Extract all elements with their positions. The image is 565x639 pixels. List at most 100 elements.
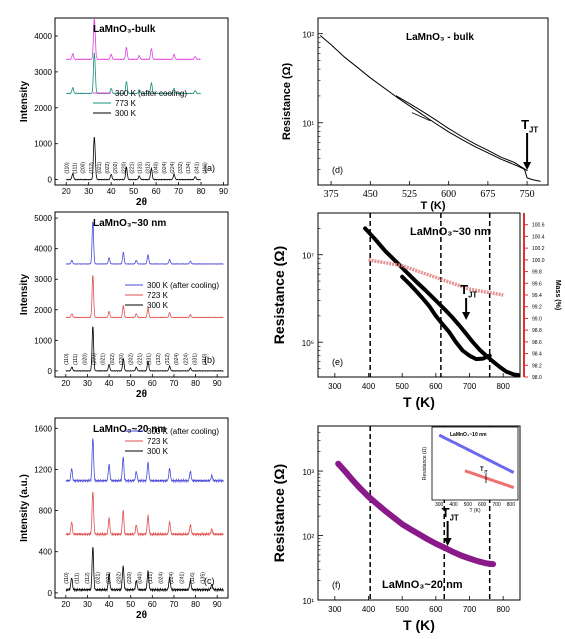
y-tick-label: 0 [48,589,53,598]
panel-title: LaMnO₃-bulk [93,24,156,35]
y-axis-label: Intensity [19,274,30,316]
y-tick-label: 5000 [34,214,52,223]
xrd-series-2 [65,326,224,372]
x-tick-label: 600 [441,189,456,200]
hkl-label: (131) [147,353,153,365]
xrd-series-1 [66,51,202,95]
legend-label: 300 K [147,447,169,456]
y-tick-label: 1000 [34,336,52,345]
y-tick-label: 2000 [34,104,52,113]
y-tick-label: 10² [302,31,314,40]
plot-frame [54,417,229,599]
hkl-label: (111) [74,573,80,584]
xrd-series-2 [65,547,224,593]
x-tick-label: 800 [496,605,510,614]
xrd-series-1 [65,491,224,537]
y-tick-label: 1600 [34,424,52,433]
hkl-label: (224) [170,162,176,174]
legend-label: 723 K [147,437,169,446]
inset-series-red [464,469,515,490]
y-tick-label: 2000 [34,306,52,315]
x-tick-label: 90 [213,379,222,388]
x-tick-label: 20 [61,379,70,388]
panel-label: (a) [204,163,215,173]
inset-x-tick-label: 400 [449,502,458,508]
y2-tick-label: 99.0 [532,316,542,322]
xrd-series-0 [66,18,201,61]
legend-label: 300 K (after cooling) [147,281,219,290]
mass-series [368,258,504,297]
hkl-label: (110) [64,572,70,584]
y2-tick-label: 100.6 [532,223,545,229]
hkl-label: (200) [92,353,98,365]
y2-tick-label: 99.8 [532,270,542,276]
hkl-label: (021) [101,353,107,365]
panel-label: (c) [204,576,215,586]
inset-series-blue [438,433,515,474]
panel-label: (b) [204,355,215,365]
x-tick-label: 30 [84,187,93,196]
legend-label: 300 K (after cooling) [115,89,187,98]
hkl-label: (116) [190,572,196,584]
inset-x-tick-label: 500 [464,502,473,508]
y-tick-label: 3000 [34,275,52,284]
x-tick-label: 50 [126,379,135,388]
y-tick-label: 10¹ [302,120,314,129]
x-tick-label: 700 [463,605,477,614]
resistance-series [395,95,528,172]
hkl-label: (221) [129,162,135,174]
y-tick-label: 10⁷ [302,252,314,261]
y-tick-label: 4000 [34,245,52,254]
hkl-label: (024) [159,572,165,584]
y2-tick-label: 98.2 [532,363,542,369]
y2-tick-label: 98.8 [532,328,542,334]
y-tick-label: 1200 [34,465,52,474]
y2-tick-label: 99.2 [532,305,542,311]
y-tick-label: 4000 [34,32,52,41]
resistance-series [320,35,541,182]
hkl-label: (024) [174,353,180,365]
y2-tick-label: 99.4 [532,293,542,299]
tjt-arrow-head [462,312,471,320]
hkl-label: (220) [121,162,127,174]
hkl-label: (112) [89,162,95,174]
hkl-label: (021) [95,572,101,584]
y2-tick-label: 98.6 [532,340,542,346]
x-tick-label: 30 [83,379,92,388]
x-axis-label: 2θ [136,610,147,621]
plot-frame [317,425,521,601]
y-axis-label: Resistance (Ω) [281,63,293,141]
hkl-label: (022) [105,162,111,174]
x-tick-label: 300 [328,382,342,391]
hkl-label: (132) [156,353,162,365]
resistance-series [363,226,521,378]
panel-c: (110) (111) (112) (021) (022) (202) (220) (040)… [19,417,229,621]
resistance-series [400,274,492,362]
x-axis-label: T (K) [403,617,435,633]
hkl-label: (110) [64,353,70,365]
hkl-label: (135) [201,572,207,584]
x-tick-label: 525 [402,189,417,200]
hkl-label: (331) [193,353,199,365]
hkl-label: (111) [73,354,79,365]
inset-title: LaMnO₃~10 nm [450,432,487,438]
x-axis-label: 2θ [136,197,147,208]
hkl-label: (312) [165,353,171,365]
y-tick-label: 800 [39,507,53,516]
y-tick-label: 10³ [302,468,314,477]
inset-x-tick-label: 700 [492,502,501,508]
y2-tick-label: 98.4 [532,352,542,358]
x-tick-label: 90 [219,187,228,196]
hkl-label: (020) [82,353,88,365]
x-tick-label: 600 [429,605,443,614]
xrd-series-0 [65,221,224,265]
hkl-label: (220) [119,353,125,365]
panel-b: (110) (111) (020) (200) (021) (022) (220) (202)… [19,211,229,400]
plot-frame [317,212,521,378]
x-tick-label: 50 [126,600,135,609]
panel-title: LaMnO₃~20 nm [93,424,166,435]
x-tick-label: 40 [107,187,116,196]
panel-label: (f) [332,580,341,590]
x-tick-label: 80 [191,379,200,388]
hkl-label: (241) [180,572,186,584]
